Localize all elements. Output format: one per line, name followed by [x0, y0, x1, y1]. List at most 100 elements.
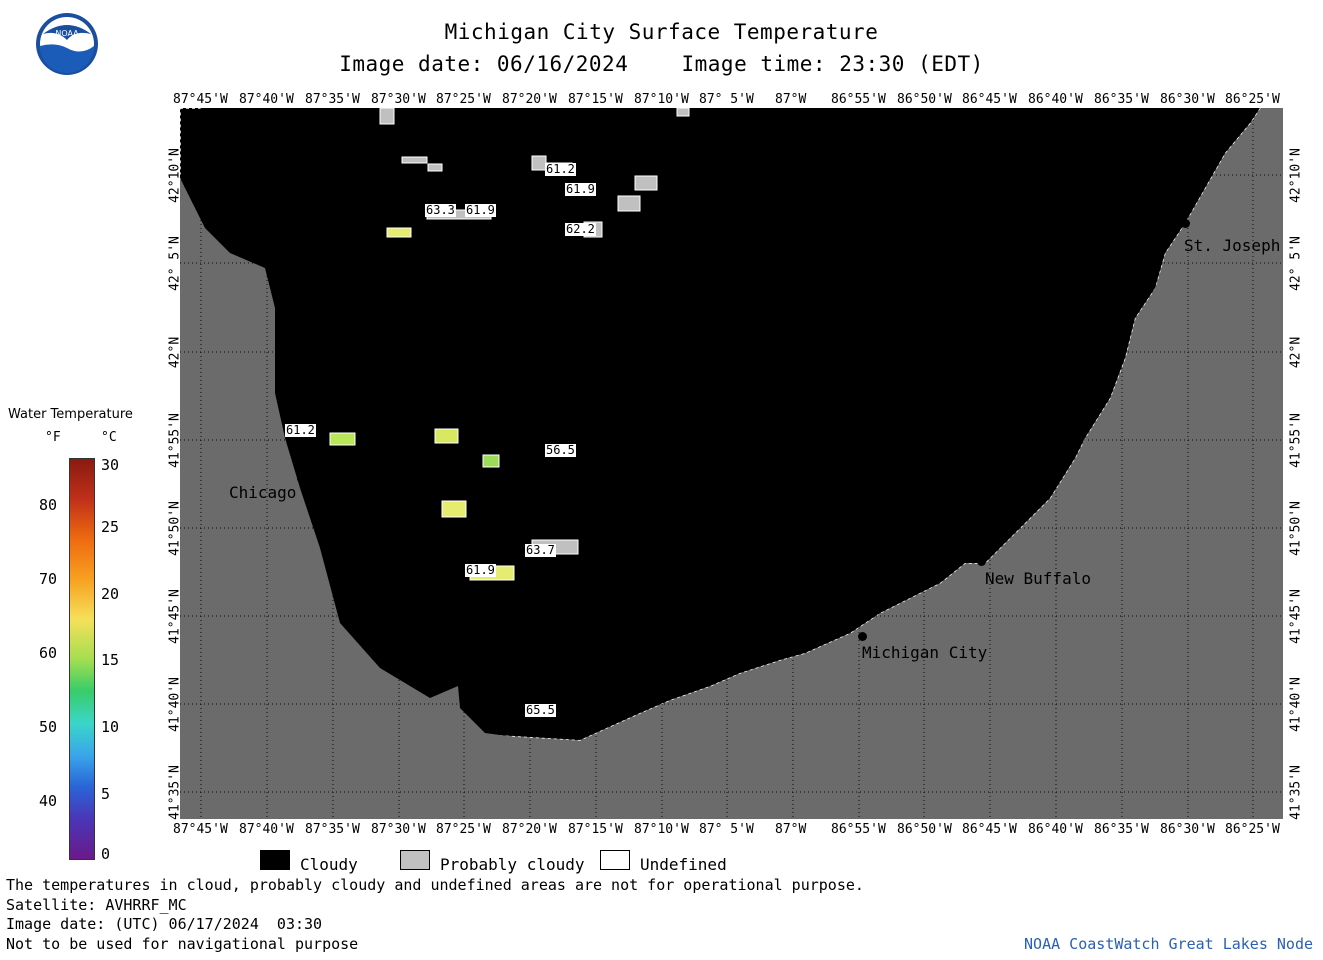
temp-label: 56.5: [545, 443, 576, 457]
lon-tick: 87°20'W: [502, 92, 557, 107]
lon-tick: 86°40'W: [1028, 92, 1083, 107]
city-label-st-joseph: St. Joseph: [1184, 236, 1281, 255]
new-buffalo-marker: [977, 557, 986, 566]
graticule: [180, 108, 1283, 819]
lon-tick: 87°10'W: [634, 822, 689, 837]
colorbar-tick-c: 15: [101, 651, 120, 669]
lat-tick: 41°40'N: [167, 677, 183, 732]
colorbar-tick-c: 20: [101, 585, 120, 603]
lon-tick: 86°35'W: [1094, 92, 1149, 107]
lon-tick: 86°35'W: [1094, 822, 1149, 837]
lon-tick: 87°30'W: [371, 92, 426, 107]
lon-tick: 87°25'W: [436, 822, 491, 837]
colorbar-tick-c: 5: [101, 785, 111, 803]
lat-tick: 42°N: [1288, 336, 1304, 369]
michigan-city-marker: [858, 632, 867, 641]
key-label-cloudy: Cloudy: [300, 855, 358, 874]
colorbar: [69, 458, 95, 860]
st-joseph-marker: [1181, 219, 1190, 228]
lat-tick: 41°35'N: [167, 765, 183, 820]
temp-label: 61.2: [545, 162, 576, 176]
colorbar-tick-c: 0: [101, 845, 111, 863]
lat-tick: 41°45'N: [1288, 589, 1304, 644]
colorbar-tick-c: 25: [101, 518, 120, 536]
lon-tick: 87°15'W: [568, 92, 623, 107]
temp-label: 61.2: [285, 423, 316, 437]
page-title: Michigan City Surface Temperature: [444, 20, 879, 44]
lon-tick: 87° 5'W: [699, 92, 754, 107]
colorbar-tick-f: 60: [39, 644, 58, 662]
lon-tick: 87°40'W: [239, 822, 294, 837]
map-area: [179, 107, 1283, 819]
temp-label: 65.5: [525, 703, 556, 717]
city-label-chicago: Chicago: [229, 483, 297, 502]
colorbar-tick-f: 50: [39, 718, 58, 736]
lon-tick: 86°45'W: [962, 92, 1017, 107]
key-label-probably-cloudy: Probably cloudy: [440, 855, 585, 874]
colorbar-unit-c: °C: [101, 430, 117, 445]
lat-tick: 42°10'N: [167, 148, 183, 203]
lat-tick: 41°40'N: [1288, 677, 1304, 732]
temp-label: 62.2: [565, 222, 596, 236]
lon-tick: 87°40'W: [239, 92, 294, 107]
colorbar-tick-c: 30: [101, 456, 120, 474]
lon-tick: 87°20'W: [502, 822, 557, 837]
lon-tick: 87°W: [775, 92, 807, 107]
key-label-undefined: Undefined: [640, 855, 727, 874]
lon-tick: 87° 5'W: [699, 822, 754, 837]
lon-tick: 87°35'W: [305, 822, 360, 837]
lat-tick: 42° 5'N: [167, 236, 183, 291]
utc-date-text: Image date: (UTC) 06/17/2024 03:30: [6, 915, 323, 933]
lon-tick: 86°50'W: [897, 92, 952, 107]
west-shore-land: [180, 108, 1283, 819]
lat-tick: 41°50'N: [1288, 501, 1304, 556]
city-label-new-buffalo: New Buffalo: [985, 569, 1091, 588]
lon-tick: 87°25'W: [436, 92, 491, 107]
lon-tick: 86°40'W: [1028, 822, 1083, 837]
disclaimer-text: The temperatures in cloud, probably clou…: [6, 876, 864, 894]
colorbar-tick-f: 70: [39, 570, 58, 588]
chicago-marker: [297, 474, 306, 483]
temp-label: 61.9: [565, 182, 596, 196]
lat-tick: 42°N: [167, 336, 183, 369]
lon-tick: 87°15'W: [568, 822, 623, 837]
lon-tick: 86°45'W: [962, 822, 1017, 837]
lon-tick: 86°25'W: [1225, 92, 1280, 107]
lon-tick: 86°50'W: [897, 822, 952, 837]
temp-label: 63.7: [525, 543, 556, 557]
lat-tick: 42°10'N: [1288, 148, 1304, 203]
lon-tick: 87°45'W: [173, 92, 228, 107]
svg-text:NOAA: NOAA: [55, 29, 79, 38]
noaa-logo: NOAA: [35, 12, 99, 76]
lat-tick: 41°50'N: [167, 501, 183, 556]
lat-tick: 42° 5'N: [1288, 236, 1304, 291]
lon-tick: 86°30'W: [1160, 92, 1215, 107]
temp-label: 61.9: [465, 563, 496, 577]
lon-tick: 87°10'W: [634, 92, 689, 107]
lat-tick: 41°55'N: [1288, 413, 1304, 468]
lat-tick: 41°55'N: [167, 413, 183, 468]
satellite-text: Satellite: AVHRRF_MC: [6, 896, 187, 914]
temp-label: 61.9: [465, 203, 496, 217]
colorbar-title: Water Temperature: [8, 407, 133, 422]
lon-tick: 87°30'W: [371, 822, 426, 837]
lon-tick: 86°55'W: [831, 822, 886, 837]
lon-tick: 86°55'W: [831, 92, 886, 107]
image-datetime: Image date: 06/16/2024 Image time: 23:30…: [0, 52, 1323, 76]
lon-tick: 87°45'W: [173, 822, 228, 837]
temp-label: 63.3: [425, 203, 456, 217]
lon-tick: 86°30'W: [1160, 822, 1215, 837]
key-swatch-probably-cloudy: [400, 850, 430, 870]
key-swatch-cloudy: [260, 850, 290, 870]
colorbar-tick-f: 80: [39, 496, 58, 514]
key-swatch-undefined: [600, 850, 630, 870]
city-label-michigan-city: Michigan City: [862, 643, 988, 662]
colorbar-unit-f: °F: [45, 430, 61, 445]
colorbar-tick-f: 40: [39, 792, 58, 810]
image-time: Image time: 23:30 (EDT): [681, 52, 984, 76]
lon-tick: 87°35'W: [305, 92, 360, 107]
lat-tick: 41°35'N: [1288, 765, 1304, 820]
lat-tick: 41°45'N: [167, 589, 183, 644]
lon-tick: 86°25'W: [1225, 822, 1280, 837]
credit-text: NOAA CoastWatch Great Lakes Node: [1024, 935, 1313, 953]
